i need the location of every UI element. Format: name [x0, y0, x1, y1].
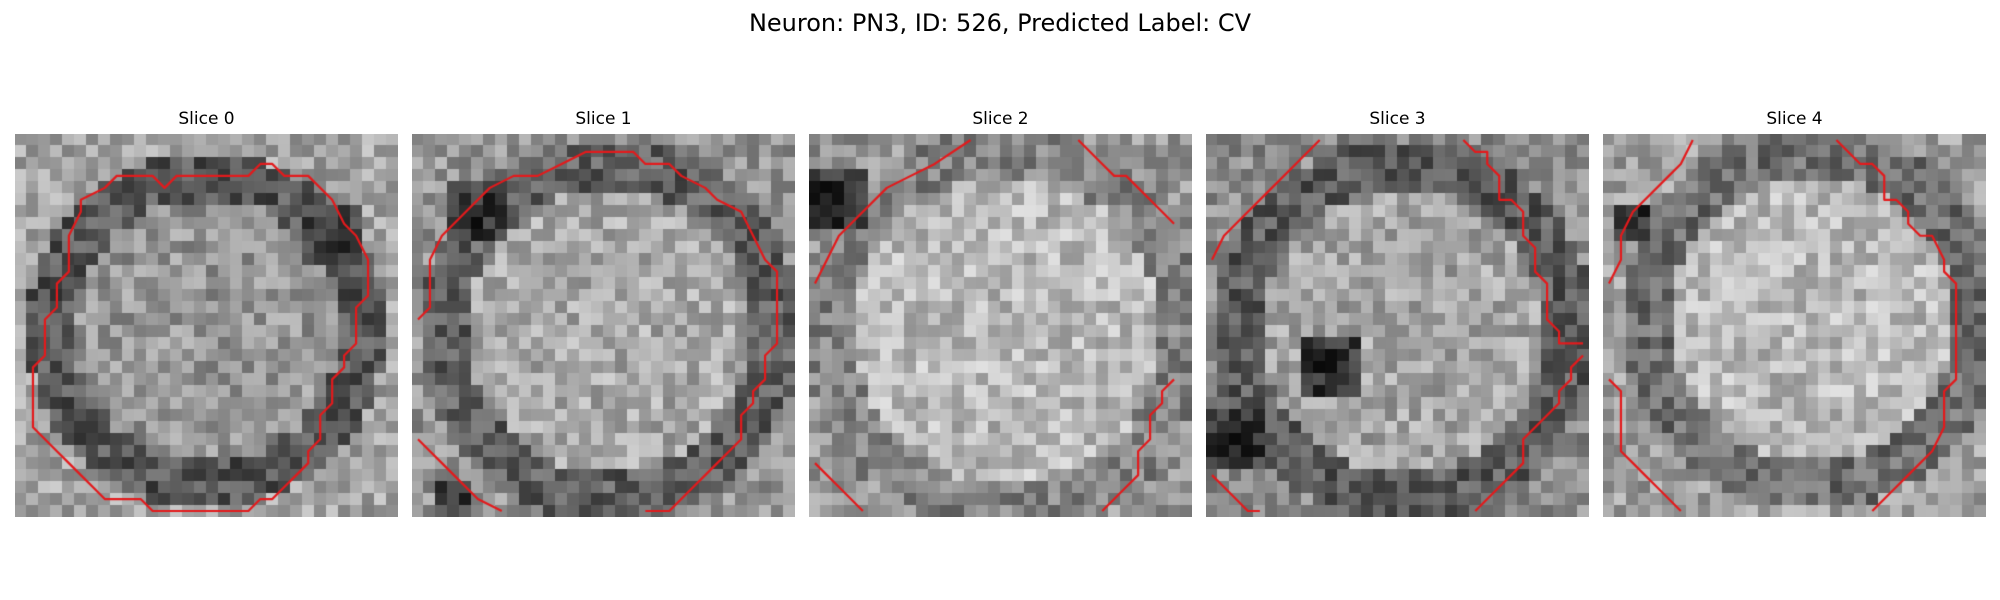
slice-image-1 — [412, 134, 795, 517]
slice-title-0: Slice 0 — [178, 109, 235, 129]
slice-title-2: Slice 2 — [972, 109, 1029, 129]
slice-title-1: Slice 1 — [575, 109, 632, 129]
slice-panel-4: Slice 4 — [1603, 108, 1986, 517]
figure-title: Neuron: PN3, ID: 526, Predicted Label: C… — [748, 9, 1252, 37]
slice-title-4: Slice 4 — [1766, 109, 1823, 129]
slice-image-3 — [1206, 134, 1589, 517]
slice-image-4 — [1603, 134, 1986, 517]
slice-panel-0: Slice 0 — [15, 108, 398, 517]
slice-panel-1: Slice 1 — [412, 108, 795, 517]
slice-image-2 — [809, 134, 1192, 517]
slice-image-0 — [15, 134, 398, 517]
slice-panel-2: Slice 2 — [809, 108, 1192, 517]
slice-panel-3: Slice 3 — [1206, 108, 1589, 517]
slice-title-3: Slice 3 — [1369, 109, 1426, 129]
